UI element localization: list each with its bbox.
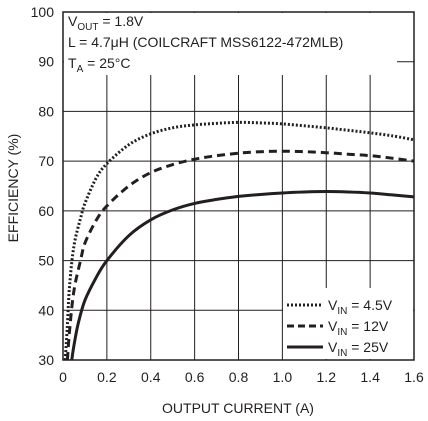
- y-tick-label: 40: [38, 302, 54, 318]
- annotation-panel-line2: [64, 13, 413, 61]
- y-tick-label: 60: [38, 203, 54, 219]
- x-tick-label: 0.8: [229, 369, 249, 385]
- x-tick-label: 1.6: [404, 369, 424, 385]
- y-tick-label: 100: [31, 4, 55, 20]
- y-tick-label: 70: [38, 153, 54, 169]
- legend-label-vin-25v: VIN = 25V: [328, 339, 389, 359]
- series-group: [63, 120, 415, 361]
- legend-label-vin-12v: VIN = 12V: [328, 318, 389, 338]
- y-tick-label: 30: [38, 352, 54, 368]
- legend-label-vin-4-5v: VIN = 4.5V: [328, 297, 393, 317]
- x-axis-title: OUTPUT CURRENT (A): [162, 400, 314, 416]
- x-tick-label: 1.0: [273, 369, 293, 385]
- vout-annotation: VOUT = 1.8V: [68, 13, 144, 33]
- tick-labels: 0 0.2 0.4 0.6 0.8 1.0 1.2 1.4 1.6 30 40 50 60 70 80 90 1…: [31, 4, 424, 385]
- y-tick-label: 90: [38, 54, 54, 70]
- temperature-annotation: TA = 25°C: [68, 55, 130, 75]
- inductor-annotation: L = 4.7μH (COILCRAFT MSS6122-472MLB): [68, 34, 343, 50]
- y-tick-label: 80: [38, 103, 54, 119]
- x-tick-label: 0: [59, 369, 67, 385]
- x-tick-label: 0.4: [141, 369, 161, 385]
- y-axis-title: EFFICIENCY (%): [5, 134, 21, 243]
- x-tick-label: 1.2: [317, 369, 337, 385]
- series-line-2: [70, 190, 415, 361]
- x-tick-label: 0.6: [185, 369, 205, 385]
- series-line-1: [65, 149, 415, 361]
- x-tick-label: 1.4: [360, 369, 380, 385]
- plot-frame: [62, 11, 415, 361]
- x-tick-label: 0.2: [97, 369, 117, 385]
- legend: VIN = 4.5V VIN = 12V VIN = 25V: [287, 297, 393, 359]
- y-tick-label: 50: [38, 253, 54, 269]
- series-line-0: [63, 120, 415, 361]
